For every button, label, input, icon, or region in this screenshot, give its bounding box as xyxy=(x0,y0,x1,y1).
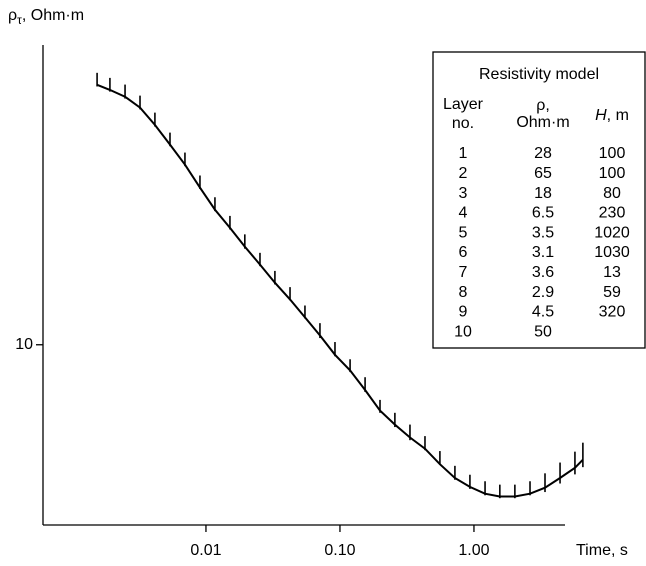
table-cell: 59 xyxy=(603,284,621,301)
table-cell: 9 xyxy=(459,304,468,321)
table-cell: 3.5 xyxy=(532,224,554,241)
table-cell: 80 xyxy=(603,185,621,202)
table-cell: 100 xyxy=(599,165,626,182)
table-cell: 18 xyxy=(534,185,552,202)
table-cell: 13 xyxy=(603,264,621,281)
table-cell: 28 xyxy=(534,145,552,162)
x-tick-label: 1.00 xyxy=(458,542,489,559)
y-label-symbol: ρ xyxy=(8,7,17,24)
table-cell: 3.1 xyxy=(532,244,554,261)
y-label-unit: , Ohm·m xyxy=(22,7,84,24)
table-cell: 8 xyxy=(459,284,468,301)
x-tick-label: 0.10 xyxy=(324,542,355,559)
table-cell: 6.5 xyxy=(532,205,554,222)
table-cell: 320 xyxy=(599,304,626,321)
x-tick-label: 0.01 xyxy=(190,542,221,559)
table-header: Ohm·m xyxy=(516,114,569,131)
table-cell: 50 xyxy=(534,323,552,340)
table-header: ρ, xyxy=(536,97,550,114)
table-cell: 1030 xyxy=(594,244,630,261)
table-header: H, m xyxy=(595,107,629,124)
table-cell: 4.5 xyxy=(532,304,554,321)
model-curve xyxy=(96,83,584,498)
table-cell: 230 xyxy=(599,205,626,222)
table-cell: 100 xyxy=(599,145,626,162)
y-label-subscript: τ xyxy=(17,13,22,27)
table-header: Layer xyxy=(443,96,484,113)
table-cell: 3 xyxy=(459,185,468,202)
table-cell: 2.9 xyxy=(532,284,554,301)
table-title: Resistivity model xyxy=(479,66,599,83)
table-cell: 6 xyxy=(459,244,468,261)
y-tick-label: 10 xyxy=(15,336,33,353)
table-cell: 10 xyxy=(454,323,472,340)
table-cell: 1 xyxy=(459,145,468,162)
x-axis-label: Time, s xyxy=(576,542,628,559)
table-cell: 5 xyxy=(459,224,468,241)
table-box xyxy=(432,51,646,349)
header-italic: H xyxy=(595,107,607,124)
table-cell: 65 xyxy=(534,165,552,182)
table-cell: 1020 xyxy=(594,224,630,241)
y-axis-label: ρτ, Ohm·m xyxy=(8,7,84,27)
table-cell: 7 xyxy=(459,264,468,281)
table-cell: 4 xyxy=(459,205,468,222)
table-header: no. xyxy=(452,115,474,132)
table-cell: 2 xyxy=(459,165,468,182)
header-rest: , m xyxy=(607,107,629,124)
table-cell: 3.6 xyxy=(532,264,554,281)
table-body: 1 28 100 2 65 100 3 18 80 4 6.5 230 5 3.5 1020 6 3.1 1030… xyxy=(454,145,630,340)
